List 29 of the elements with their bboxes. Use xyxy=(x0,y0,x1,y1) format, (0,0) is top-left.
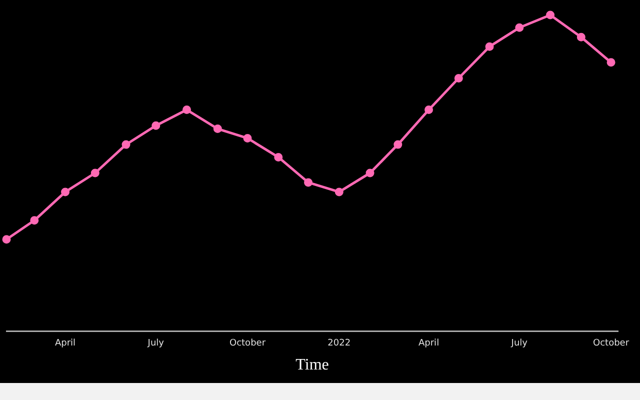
point xyxy=(424,106,434,114)
point xyxy=(90,168,100,178)
point xyxy=(243,134,252,142)
x-tick-label: April xyxy=(418,338,440,349)
point xyxy=(606,58,616,67)
point xyxy=(576,32,586,42)
point xyxy=(334,188,344,196)
point xyxy=(304,178,313,187)
point xyxy=(152,121,160,130)
point xyxy=(274,152,283,162)
x-tick-label: October xyxy=(593,338,630,349)
point xyxy=(61,188,70,196)
point xyxy=(515,23,524,32)
x-tick-label: July xyxy=(510,338,528,349)
x-tick-label: April xyxy=(54,338,76,349)
point xyxy=(394,140,402,149)
point xyxy=(454,74,463,82)
point xyxy=(122,140,130,149)
point xyxy=(546,10,555,20)
x-axis-title: Time xyxy=(296,356,329,374)
point xyxy=(485,42,494,51)
point xyxy=(30,216,39,225)
x-tick-label: 2022 xyxy=(328,338,351,349)
x-tick-label: July xyxy=(146,338,165,349)
point xyxy=(366,168,374,178)
point xyxy=(2,235,11,244)
x-tick-label: October xyxy=(230,338,266,349)
point xyxy=(213,124,222,134)
point xyxy=(182,106,192,114)
